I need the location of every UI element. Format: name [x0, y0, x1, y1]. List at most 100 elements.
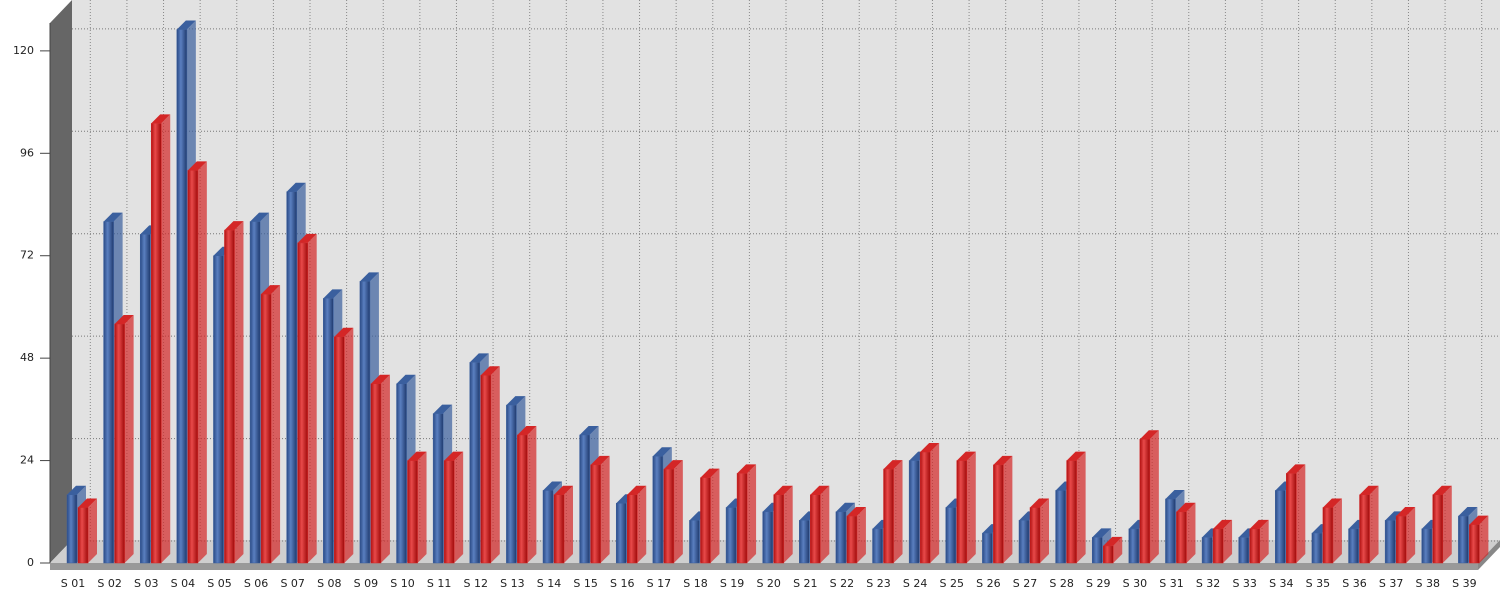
floor-edge [50, 563, 1478, 570]
floor-side [1478, 540, 1500, 570]
x-tick-label: S 10 [390, 577, 414, 590]
bar-side [271, 285, 281, 563]
bar-side [710, 468, 720, 563]
bar [872, 528, 883, 564]
bar [224, 229, 235, 564]
side-wall [50, 0, 72, 563]
bar [1421, 528, 1433, 564]
bar-top [652, 447, 672, 457]
bar-top [993, 455, 1013, 465]
bar [799, 520, 810, 564]
x-tick-label: S 33 [1232, 577, 1256, 590]
bar [1395, 515, 1407, 564]
bar [139, 234, 151, 564]
bar-side [1003, 455, 1013, 563]
x-tick-label: S 13 [500, 577, 524, 590]
bar [700, 477, 711, 564]
x-tick-label: S 27 [1013, 577, 1037, 590]
bar [1139, 438, 1151, 564]
bar-top [920, 443, 940, 453]
bar-top [1066, 451, 1086, 461]
bar [1458, 515, 1469, 564]
bar [359, 281, 371, 564]
x-tick-label: S 05 [207, 577, 231, 590]
bar-top [250, 212, 270, 222]
bar-side [1113, 536, 1123, 563]
x-tick-label: S 37 [1379, 577, 1403, 590]
x-tick-label: S 17 [647, 577, 671, 590]
x-tick-label: S 21 [793, 577, 817, 590]
bar-side [380, 374, 390, 563]
bar [1102, 545, 1114, 564]
bar [443, 460, 455, 564]
bar [945, 507, 957, 564]
bar-top [1458, 507, 1478, 517]
bar-top [370, 374, 390, 384]
x-tick-label: S 04 [171, 577, 195, 590]
bar [1029, 507, 1041, 564]
bar-side [454, 451, 464, 563]
bar-top [1103, 536, 1123, 546]
bar [1359, 494, 1370, 564]
x-tick-label: S 30 [1123, 577, 1147, 590]
bar-top [835, 502, 855, 512]
bar-side [637, 485, 647, 563]
x-tick-label: S 34 [1269, 577, 1293, 590]
bar [1176, 511, 1187, 564]
bar [1055, 490, 1066, 564]
bar-side [673, 460, 683, 563]
bar-top [1469, 515, 1489, 525]
bar [615, 503, 627, 564]
bar [956, 460, 968, 564]
x-tick-label: S 20 [756, 577, 780, 590]
y-tick-label: 0 [27, 556, 34, 569]
bar-top [1432, 485, 1452, 495]
bar [626, 494, 638, 564]
bar-top [297, 233, 317, 243]
y-tick-label: 24 [20, 454, 34, 467]
x-tick-label: S 26 [976, 577, 1000, 590]
bar [1066, 460, 1077, 564]
bar [77, 507, 89, 564]
bar-top [1030, 498, 1049, 508]
bar [480, 374, 492, 564]
bar-side [1223, 519, 1233, 563]
bar [260, 293, 272, 564]
bar-top [78, 498, 97, 508]
bar-top [506, 396, 526, 406]
bar [1212, 528, 1224, 564]
bar-top [323, 289, 343, 299]
bar [1091, 537, 1103, 564]
bar-top [1139, 430, 1159, 440]
bar [469, 362, 481, 564]
bar-top [480, 366, 500, 376]
x-tick-label: S 07 [280, 577, 304, 590]
bar [652, 456, 664, 564]
x-tick-label: S 09 [354, 577, 378, 590]
bar-top [103, 212, 123, 222]
bar [1384, 520, 1396, 564]
bar [1311, 532, 1323, 564]
bar-side [161, 114, 171, 563]
bar [297, 242, 308, 564]
bar-top [1092, 528, 1112, 538]
bar-top [579, 425, 599, 435]
bar-side [307, 233, 317, 563]
bar [1469, 524, 1480, 564]
x-tick-label: S 16 [610, 577, 634, 590]
bar-side [1040, 498, 1049, 563]
bar [432, 413, 444, 564]
bar-top [1213, 519, 1233, 529]
x-tick-label: S 24 [903, 577, 927, 590]
bar-top [663, 460, 683, 470]
bar [407, 460, 418, 564]
bar-top [261, 285, 281, 295]
bar-side [1149, 430, 1159, 563]
bar [689, 520, 700, 564]
bar-top [176, 20, 196, 30]
bar-top [407, 451, 427, 461]
bar-side [783, 485, 793, 563]
bar [1201, 537, 1213, 564]
bar-top [224, 221, 244, 231]
bar-top [517, 425, 537, 435]
